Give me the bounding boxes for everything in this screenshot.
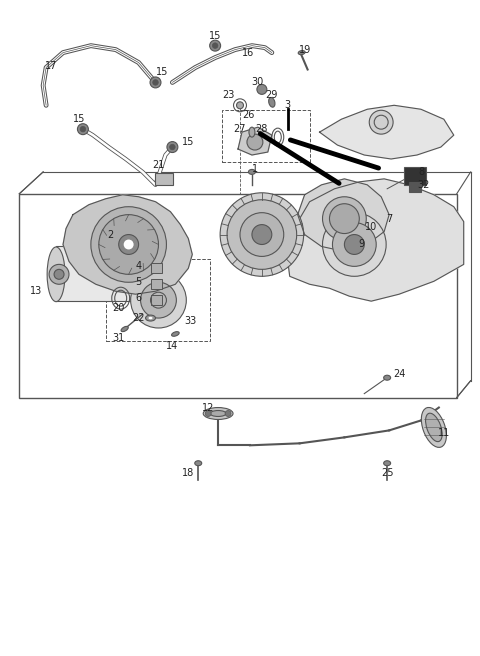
Text: 8: 8 (418, 167, 424, 177)
Ellipse shape (421, 407, 446, 447)
Text: 13: 13 (30, 286, 42, 297)
Circle shape (333, 222, 376, 266)
Bar (404, 167, 426, 185)
Circle shape (323, 197, 366, 241)
Circle shape (237, 102, 243, 109)
Ellipse shape (249, 169, 255, 174)
Circle shape (119, 235, 139, 255)
Circle shape (141, 282, 176, 318)
Circle shape (80, 127, 86, 132)
Text: 17: 17 (45, 60, 57, 71)
Circle shape (91, 207, 167, 282)
Text: 16: 16 (242, 48, 254, 58)
Text: 3: 3 (285, 100, 291, 110)
Circle shape (77, 124, 88, 134)
Bar (156, 173, 173, 185)
Text: 15: 15 (209, 31, 221, 41)
Bar (106, 259, 210, 341)
Ellipse shape (426, 413, 442, 441)
Circle shape (150, 77, 161, 88)
Circle shape (205, 411, 211, 417)
Ellipse shape (407, 173, 415, 178)
Text: 30: 30 (252, 77, 264, 87)
Circle shape (169, 144, 175, 150)
Ellipse shape (195, 461, 202, 466)
Text: 10: 10 (365, 222, 377, 232)
Text: 19: 19 (299, 45, 311, 54)
Polygon shape (238, 127, 272, 155)
Ellipse shape (145, 315, 156, 321)
Circle shape (323, 213, 386, 276)
Polygon shape (285, 179, 464, 301)
Text: 26: 26 (242, 110, 254, 120)
Circle shape (344, 235, 364, 255)
Text: 24: 24 (393, 369, 405, 379)
Text: 5: 5 (135, 277, 142, 287)
Text: 28: 28 (256, 124, 268, 134)
Circle shape (210, 40, 221, 51)
Text: 15: 15 (73, 114, 85, 124)
Text: 31: 31 (113, 333, 125, 343)
Text: 27: 27 (234, 124, 246, 134)
Circle shape (153, 79, 158, 85)
Circle shape (257, 85, 267, 94)
Circle shape (49, 264, 69, 284)
Circle shape (167, 142, 178, 153)
Text: 11: 11 (438, 428, 450, 438)
Text: 23: 23 (222, 91, 234, 100)
Circle shape (212, 43, 218, 49)
Bar (56, 247, 131, 301)
Polygon shape (320, 106, 454, 159)
Text: 25: 25 (381, 468, 394, 478)
Ellipse shape (269, 98, 275, 107)
Ellipse shape (203, 407, 233, 419)
Circle shape (99, 215, 158, 274)
Circle shape (131, 272, 186, 328)
Bar (19, 194, 457, 398)
Polygon shape (298, 179, 389, 251)
Circle shape (329, 204, 360, 234)
Ellipse shape (171, 332, 179, 337)
Ellipse shape (298, 51, 305, 54)
Polygon shape (63, 195, 192, 294)
Ellipse shape (121, 327, 128, 332)
Ellipse shape (210, 411, 226, 417)
Text: 21: 21 (152, 160, 165, 170)
Text: 14: 14 (166, 341, 179, 351)
Bar (151, 279, 162, 289)
Text: 6: 6 (135, 293, 142, 303)
Ellipse shape (148, 317, 153, 319)
Circle shape (252, 224, 272, 245)
Text: 29: 29 (265, 91, 278, 100)
Bar (151, 263, 162, 274)
Text: 20: 20 (112, 303, 125, 313)
Ellipse shape (384, 375, 391, 380)
Text: 7: 7 (386, 214, 392, 224)
Bar (222, 110, 310, 162)
Text: 9: 9 (358, 239, 364, 249)
Circle shape (369, 110, 393, 134)
Ellipse shape (249, 127, 255, 137)
Text: 33: 33 (184, 316, 196, 326)
Text: 4: 4 (135, 261, 142, 272)
Circle shape (240, 213, 284, 256)
Text: 22: 22 (132, 313, 145, 323)
Text: 32: 32 (418, 180, 430, 190)
Text: 15: 15 (156, 68, 168, 77)
Circle shape (220, 193, 304, 276)
Circle shape (124, 239, 133, 249)
Circle shape (227, 199, 297, 270)
Text: 12: 12 (202, 403, 215, 413)
Circle shape (247, 134, 263, 150)
Circle shape (225, 411, 231, 417)
Text: 15: 15 (182, 137, 194, 147)
Text: 18: 18 (182, 468, 194, 478)
Ellipse shape (47, 247, 65, 302)
Bar (409, 182, 421, 192)
Text: 2: 2 (108, 230, 114, 239)
Circle shape (54, 270, 64, 279)
Bar (151, 295, 162, 305)
Ellipse shape (384, 461, 391, 466)
Text: 1: 1 (252, 164, 258, 174)
